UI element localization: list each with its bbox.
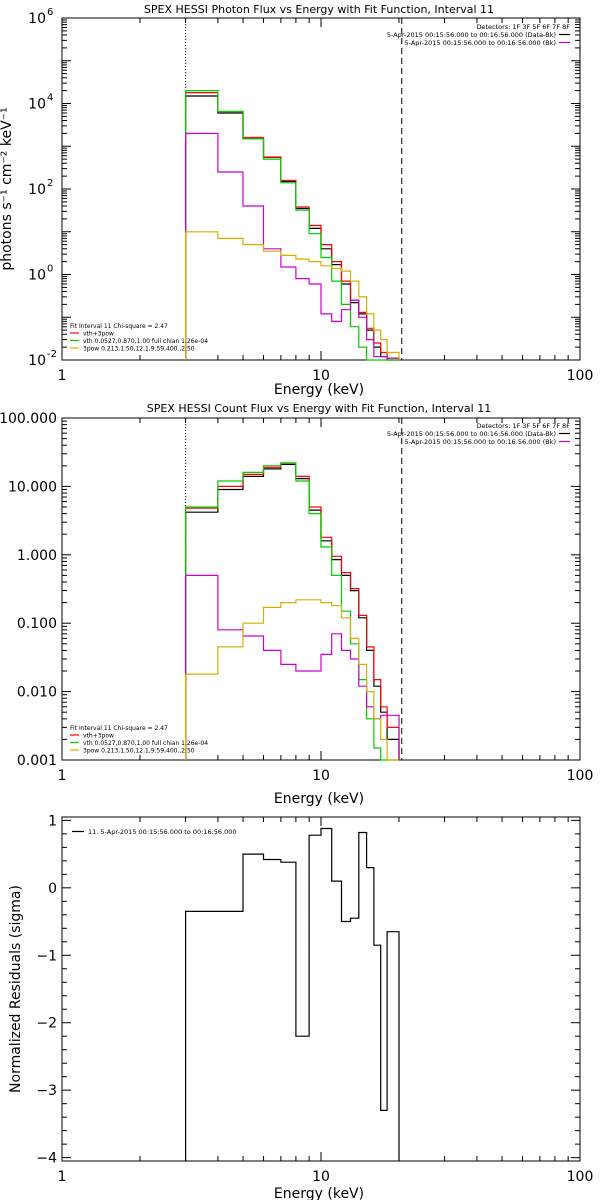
axis-ticks bbox=[61, 417, 580, 761]
legend-label: Detectors: 1F 3F 5F 6F 7F 8F bbox=[476, 23, 570, 31]
y-tick-label: 1.000 bbox=[17, 548, 57, 564]
series-line bbox=[185, 132, 400, 360]
series-line bbox=[185, 827, 400, 1161]
legend-top: 11. 5-Apr-2015 00:15:56.000 to 00:16:56.… bbox=[72, 828, 237, 836]
y-tick-label: −1 bbox=[36, 948, 57, 964]
y-tick-label: 10 bbox=[28, 11, 46, 27]
series-group bbox=[185, 462, 400, 761]
y-axis-label: Normalized Residuals (sigma) bbox=[8, 885, 24, 1093]
legend-label: 3pow 0.213,1.50,12.1,9.59,400.,2.50 bbox=[83, 346, 195, 353]
legend-label: vth+3pow bbox=[83, 331, 114, 338]
y-tick-label: 0.100 bbox=[17, 616, 57, 632]
y-tick-label: 100.000 bbox=[0, 411, 57, 427]
y-tick-label: 1 bbox=[48, 813, 57, 829]
legend-label: 5-Apr-2015 00:15:56.000 to 00:16:56.000 … bbox=[405, 438, 556, 446]
series-group bbox=[185, 90, 400, 361]
y-tick-label: 0.001 bbox=[17, 753, 57, 769]
y-tick-label: −4 bbox=[36, 1151, 57, 1167]
panel-residuals: −4 −3 −2 −1 0 1 1 10 100 Energy (keV) Normalize… bbox=[8, 813, 593, 1200]
y-tick-label: 10 bbox=[28, 182, 46, 198]
x-tick-label: 10 bbox=[312, 368, 330, 384]
x-tick-label: 100 bbox=[567, 768, 594, 784]
y-tick-exponent: 6 bbox=[47, 7, 53, 18]
y-axis-label: photons s⁻¹ cm⁻² keV⁻¹ bbox=[0, 107, 15, 270]
x-tick-label: 100 bbox=[567, 1169, 594, 1185]
y-tick-label: −3 bbox=[36, 1083, 57, 1099]
x-tick-label: 1 bbox=[58, 768, 67, 784]
series-line bbox=[185, 90, 399, 361]
panel-count-flux: SPEX HESSI Count Flux vs Energy with Fit… bbox=[0, 402, 593, 807]
y-tick-labels: 0.001 0.010 0.100 1.000 10.000 100.000 bbox=[0, 411, 57, 769]
axis-ticks bbox=[61, 817, 580, 1161]
legend-label: 5-Apr-2015 00:15:56.000 to 00:16:56.000 … bbox=[387, 430, 556, 438]
legend-label: Detectors: 1F 3F 5F 6F 7F 8F bbox=[476, 422, 570, 430]
legend-label: Fit Interval 11 Chi-square = 2.47 bbox=[70, 323, 168, 330]
legend-label: 5-Apr-2015 00:15:56.000 to 00:16:56.000 … bbox=[405, 39, 556, 47]
series-line bbox=[185, 462, 399, 761]
legend-label: 11. 5-Apr-2015 00:15:56.000 to 00:16:56.… bbox=[88, 828, 237, 836]
plot-frame bbox=[61, 816, 581, 1162]
series-line bbox=[185, 231, 400, 360]
x-tick-label: 10 bbox=[312, 768, 330, 784]
legend-label: vth 0.0527,0.870,1.00 full chian 1.26e-0… bbox=[83, 338, 208, 345]
y-tick-label: 10 bbox=[28, 97, 46, 113]
x-axis-label: Energy (keV) bbox=[274, 382, 364, 398]
x-tick-label: 1 bbox=[58, 1169, 67, 1185]
series-line bbox=[185, 92, 400, 360]
panel-photon-flux: SPEX HESSI Photon Flux vs Energy with Fi… bbox=[0, 3, 593, 398]
legend-label: vth+3pow bbox=[83, 733, 114, 740]
series-line bbox=[185, 599, 399, 761]
y-tick-label: 10 bbox=[28, 268, 46, 284]
y-tick-exponent: 2 bbox=[47, 178, 53, 189]
y-tick-label: 10 bbox=[28, 353, 46, 369]
legend-bottom: Fit Interval 11 Chi-square = 2.47vth+3po… bbox=[70, 725, 208, 755]
x-tick-label: 100 bbox=[567, 368, 594, 384]
x-tick-labels: 1 10 100 bbox=[58, 1169, 594, 1185]
legend-label: 5-Apr-2015 00:15:56.000 to 00:16:56.000 … bbox=[387, 31, 556, 39]
axis-ticks bbox=[61, 17, 580, 361]
series-group bbox=[185, 827, 400, 1161]
legend-label: Fit Interval 11 Chi-square = 2.47 bbox=[70, 725, 168, 732]
y-tick-exponent: 4 bbox=[47, 93, 53, 104]
legend-label: vth 0.0527,0.870,1.00 full chian 1.26e-0… bbox=[83, 740, 208, 747]
legend-top: Detectors: 1F 3F 5F 6F 7F 8F5-Apr-2015 0… bbox=[387, 23, 570, 47]
y-tick-exponent: 0 bbox=[47, 264, 53, 275]
y-tick-exponent: -2 bbox=[47, 349, 57, 360]
x-axis-label: Energy (keV) bbox=[274, 1186, 364, 1200]
chart-title: SPEX HESSI Photon Flux vs Energy with Fi… bbox=[144, 3, 494, 16]
y-tick-label: 0.010 bbox=[17, 685, 57, 701]
reference-lines bbox=[185, 18, 403, 360]
y-tick-label: 10.000 bbox=[8, 479, 57, 495]
y-tick-labels: −4 −3 −2 −1 0 1 bbox=[36, 813, 57, 1166]
plot-frame bbox=[61, 417, 581, 761]
y-tick-label: −2 bbox=[36, 1016, 57, 1032]
x-axis-label: Energy (keV) bbox=[274, 791, 364, 807]
x-tick-labels: 1 10 100 bbox=[58, 768, 594, 784]
x-tick-label: 10 bbox=[312, 1169, 330, 1185]
legend-bottom: Fit Interval 11 Chi-square = 2.47vth+3po… bbox=[70, 323, 208, 353]
chart-title: SPEX HESSI Count Flux vs Energy with Fit… bbox=[147, 402, 491, 415]
x-tick-label: 1 bbox=[58, 368, 67, 384]
legend-label: 3pow 0.213,1.50,12.1,9.59,400.,2.50 bbox=[83, 748, 195, 755]
y-tick-label: 0 bbox=[48, 881, 57, 897]
x-tick-labels: 1 10 100 bbox=[58, 368, 594, 384]
legend-top: Detectors: 1F 3F 5F 6F 7F 8F5-Apr-2015 0… bbox=[387, 422, 570, 446]
